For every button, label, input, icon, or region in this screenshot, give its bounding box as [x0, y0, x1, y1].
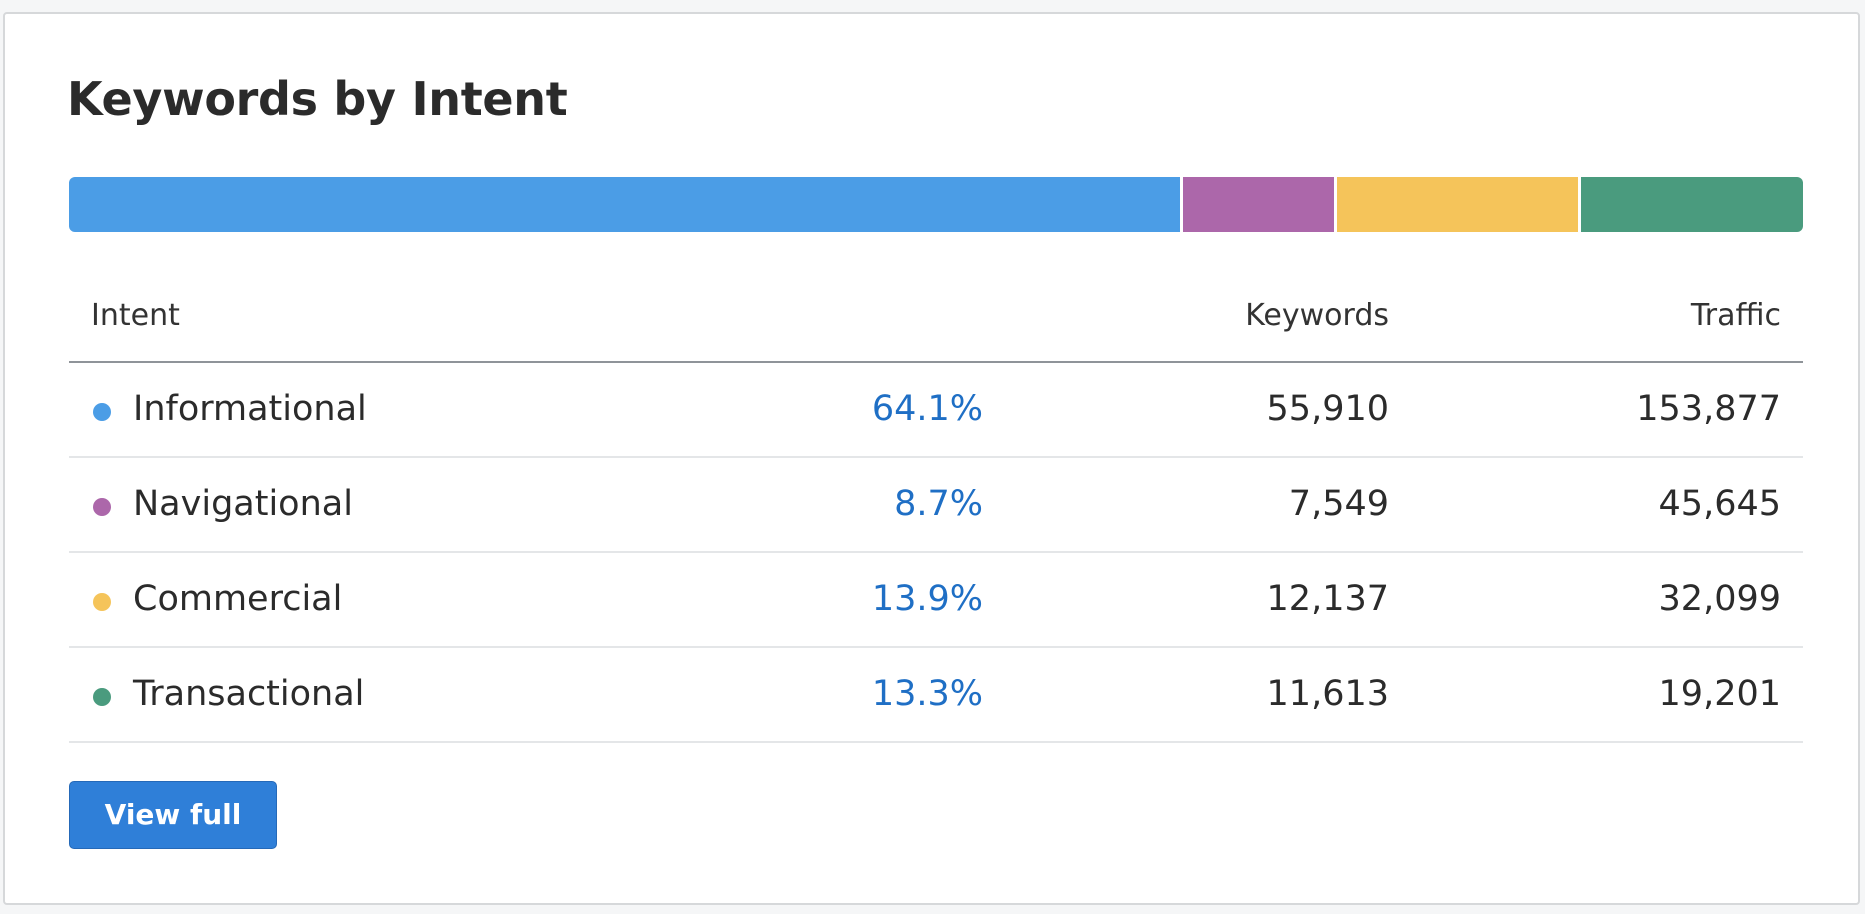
keywords-count: 7,549	[1288, 484, 1389, 524]
bar-segment-commercial[interactable]	[1334, 177, 1579, 232]
view-full-report-button[interactable]: View full report	[69, 781, 277, 897]
commercial-dot-icon	[93, 593, 111, 611]
intent-share-link[interactable]: 64.1%	[871, 389, 983, 429]
intent-share-link[interactable]: 13.3%	[871, 674, 983, 714]
navigational-dot-icon	[93, 498, 111, 516]
column-header-keywords: Keywords	[1245, 298, 1389, 333]
table-row: Informational 64.1% 55,910 153,877	[69, 363, 1803, 458]
keywords-by-intent-widget: Keywords by Intent Intent Keywords Traff…	[3, 12, 1860, 905]
column-header-intent: Intent	[91, 298, 180, 333]
intent-name: Informational	[133, 389, 367, 429]
keywords-count: 11,613	[1266, 674, 1389, 714]
intent-name: Navigational	[133, 484, 353, 524]
traffic-count: 32,099	[1658, 579, 1781, 619]
bar-segment-informational[interactable]	[69, 177, 1181, 232]
transactional-dot-icon	[93, 688, 111, 706]
intent-share-link[interactable]: 8.7%	[894, 484, 983, 524]
table-row: Transactional 13.3% 11,613 19,201	[69, 648, 1803, 743]
traffic-count: 19,201	[1658, 674, 1781, 714]
bar-segment-navigational[interactable]	[1180, 177, 1335, 232]
intent-name: Commercial	[133, 579, 343, 619]
bar-segment-transactional[interactable]	[1578, 177, 1803, 232]
informational-dot-icon	[93, 403, 111, 421]
keywords-count: 12,137	[1266, 579, 1389, 619]
column-header-traffic: Traffic	[1690, 298, 1781, 333]
keywords-count: 55,910	[1266, 389, 1389, 429]
table-row: Navigational 8.7% 7,549 45,645	[69, 458, 1803, 553]
traffic-count: 153,877	[1636, 389, 1781, 429]
intent-distribution-bar	[69, 177, 1803, 232]
table-header: Intent Keywords Traffic	[69, 272, 1803, 363]
intent-share-link[interactable]: 13.9%	[871, 579, 983, 619]
traffic-count: 45,645	[1658, 484, 1781, 524]
table-row: Commercial 13.9% 12,137 32,099	[69, 553, 1803, 648]
intent-table: Intent Keywords Traffic Informational 64…	[69, 272, 1803, 743]
intent-name: Transactional	[133, 674, 365, 714]
widget-title: Keywords by Intent	[67, 72, 568, 126]
